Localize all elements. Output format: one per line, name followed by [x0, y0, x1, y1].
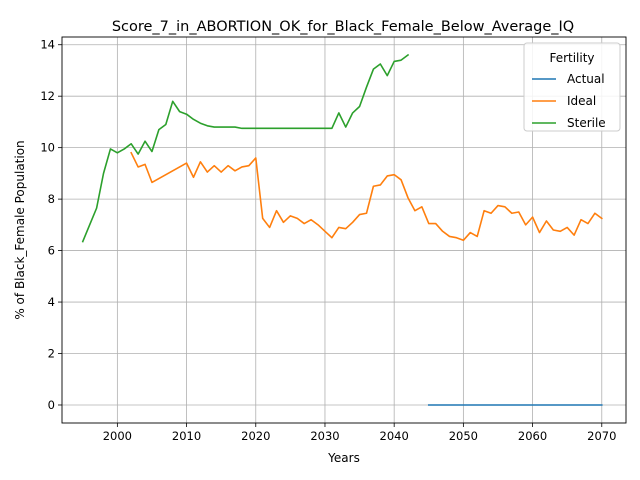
x-tick-label: 2030 [310, 429, 339, 443]
series-line-ideal [130, 151, 603, 242]
x-tick-label: 2010 [172, 429, 201, 443]
x-tick-label: 2000 [103, 429, 132, 443]
y-axis-label: % of Black_Female Population [13, 140, 27, 319]
y-tick-label: 10 [40, 141, 55, 155]
y-tick-label: 12 [40, 89, 55, 103]
x-tick-label: 2060 [518, 429, 547, 443]
plot-area-frame [61, 36, 627, 424]
x-tick-label: 2020 [241, 429, 270, 443]
y-tick-label: 6 [48, 244, 55, 258]
x-tick-label: 2050 [449, 429, 478, 443]
axis-ticks: 2000 2010 2020 2030 2040 2050 2060 2070 0 2 4 6 8 10 1… [40, 38, 616, 443]
legend-box [523, 42, 621, 132]
legend-label-actual: Actual [567, 72, 605, 86]
x-tick-label: 2070 [587, 429, 616, 443]
legend-items: Actual Ideal Sterile [532, 72, 606, 130]
y-tick-label: 8 [48, 192, 55, 206]
series-line-sterile [81, 53, 410, 243]
legend: Fertility Actual Ideal Sterile [523, 42, 621, 132]
y-tick-label: 0 [48, 398, 55, 412]
x-tick-label: 2040 [380, 429, 409, 443]
chart-title: Score_7_in_ABORTION_OK_for_Black_Female_… [112, 19, 574, 35]
legend-title: Fertility [549, 51, 594, 65]
series-lines [81, 53, 603, 406]
legend-label-ideal: Ideal [567, 94, 596, 108]
y-tick-label: 2 [48, 347, 55, 361]
x-axis-label: Years [327, 451, 360, 465]
y-tick-label: 4 [48, 295, 55, 309]
y-tick-label: 14 [40, 38, 55, 52]
legend-label-sterile: Sterile [567, 116, 606, 130]
